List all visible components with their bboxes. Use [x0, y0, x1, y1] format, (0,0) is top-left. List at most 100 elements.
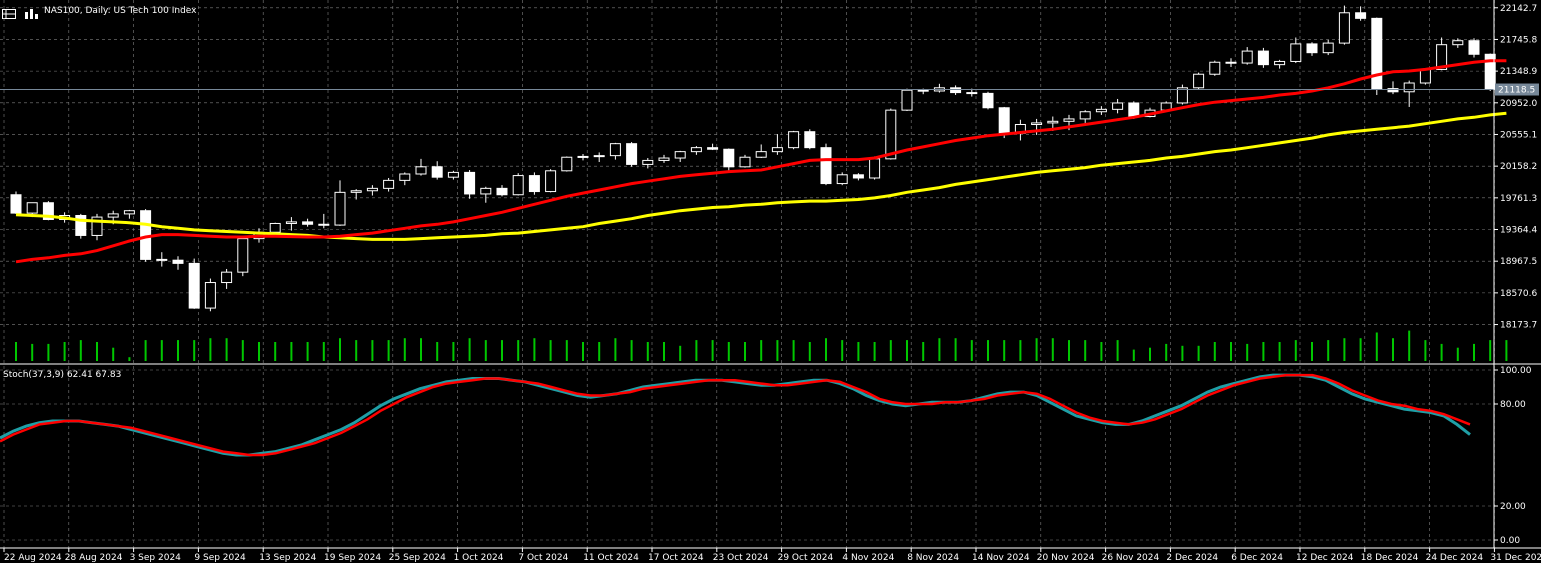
stoch-signal-line [0, 373, 1471, 457]
candle [1338, 5, 1350, 45]
candle [593, 152, 605, 163]
candle-body-up [739, 156, 751, 168]
candle-body-up [1047, 120, 1059, 124]
price-tick-label: 18570.6 [1500, 289, 1537, 299]
candle-body-up [1322, 42, 1334, 54]
candle [1306, 42, 1318, 56]
candle [464, 170, 476, 199]
candle [318, 213, 330, 229]
date-tick-label: 28 Aug 2024 [65, 553, 123, 563]
date-tick-label: 18 Dec 2024 [1361, 553, 1419, 563]
price-tick-label: 19364.4 [1500, 226, 1537, 236]
date-tick-label: 12 Dec 2024 [1296, 553, 1354, 563]
stoch-axis: 100.00 80.00 20.00 0.00 [1494, 366, 1532, 546]
ma-fast-line [15, 59, 1507, 264]
candle [188, 258, 200, 309]
candle [739, 154, 751, 168]
date-tick-label: 14 Nov 2024 [972, 553, 1030, 563]
candle-body-up [690, 147, 702, 153]
candle-body-down [723, 148, 735, 168]
candle [528, 172, 540, 195]
candle-body-down [318, 223, 330, 226]
candle-body-down [950, 87, 962, 94]
date-tick-label: 22 Aug 2024 [4, 553, 62, 563]
current-price-label: 21118.5 [1498, 86, 1535, 96]
candle-body-down [302, 221, 314, 225]
candle [788, 130, 800, 150]
stoch-tick-label: 100.00 [1500, 366, 1532, 376]
candle-body-up [593, 155, 605, 158]
candle [1095, 106, 1107, 115]
candle-body-down [820, 147, 832, 185]
candle-body-down [1468, 40, 1480, 55]
candle-body-down [982, 92, 994, 109]
candlesticks [10, 5, 1512, 312]
candle-body-down [1371, 17, 1383, 90]
candle [1241, 47, 1253, 65]
candle [204, 278, 216, 312]
candle-body-up [1031, 122, 1043, 126]
window-icon[interactable] [2, 4, 16, 19]
candle-body-down [966, 92, 978, 95]
candle-body-up [350, 190, 362, 193]
candle-body-up [91, 216, 103, 236]
date-tick-label: 24 Dec 2024 [1426, 553, 1484, 563]
candle [626, 142, 638, 167]
candle-body-up [1112, 102, 1124, 110]
price-tick-label: 18173.7 [1500, 321, 1537, 331]
candle [950, 85, 962, 95]
candle-body-down [1225, 61, 1237, 64]
candle [1452, 38, 1464, 48]
candle-body-up [642, 159, 654, 165]
candle-body-up [1079, 111, 1091, 120]
stoch-tick-label: 20.00 [1500, 502, 1526, 512]
date-tick-label: 8 Nov 2024 [907, 553, 959, 563]
candle-body-up [1452, 40, 1464, 46]
candle-body-down [172, 259, 184, 264]
chart-frame [0, 0, 1541, 549]
candle [1371, 17, 1383, 95]
candle [933, 83, 945, 93]
ma-slow-line [15, 111, 1507, 241]
candle [869, 156, 881, 180]
candle [561, 156, 573, 172]
date-tick-label: 13 Sep 2024 [259, 553, 316, 563]
candle [447, 170, 459, 180]
candle-body-up [771, 147, 783, 153]
candle [172, 256, 184, 270]
candle [1403, 80, 1415, 107]
candle [707, 143, 719, 151]
candle [674, 150, 686, 163]
candle-body-up [1063, 118, 1075, 122]
candle-body-up [577, 155, 589, 158]
candle-body-down [496, 187, 508, 196]
candle [609, 142, 621, 160]
candle-body-up [399, 173, 411, 181]
candle-body-down [464, 171, 476, 195]
candle [690, 146, 702, 155]
date-tick-label: 3 Sep 2024 [130, 553, 182, 563]
date-tick-label: 9 Sep 2024 [194, 553, 246, 563]
date-axis: 22 Aug 2024 28 Aug 2024 3 Sep 2024 9 Sep 20… [3, 548, 1541, 563]
candle [755, 144, 767, 159]
candle [285, 217, 297, 231]
candle [1257, 47, 1269, 68]
candle [836, 172, 848, 186]
candle [1079, 110, 1091, 123]
date-tick-label: 29 Oct 2024 [778, 553, 834, 563]
candle-body-up [415, 166, 427, 175]
candle [350, 189, 362, 200]
chart-bars-icon[interactable] [24, 4, 38, 19]
candle [885, 108, 897, 160]
chart-title: NAS100, Daily: US Tech 100 Index [44, 6, 197, 16]
candle-body-down [10, 194, 22, 214]
candle [1322, 39, 1334, 56]
price-tick-label: 19761.3 [1500, 194, 1537, 204]
candle [723, 148, 735, 171]
candle-body-down [188, 262, 200, 309]
candle-body-up [1403, 82, 1415, 93]
candle [512, 173, 524, 196]
candle [383, 177, 395, 192]
candle-body-up [204, 282, 216, 309]
